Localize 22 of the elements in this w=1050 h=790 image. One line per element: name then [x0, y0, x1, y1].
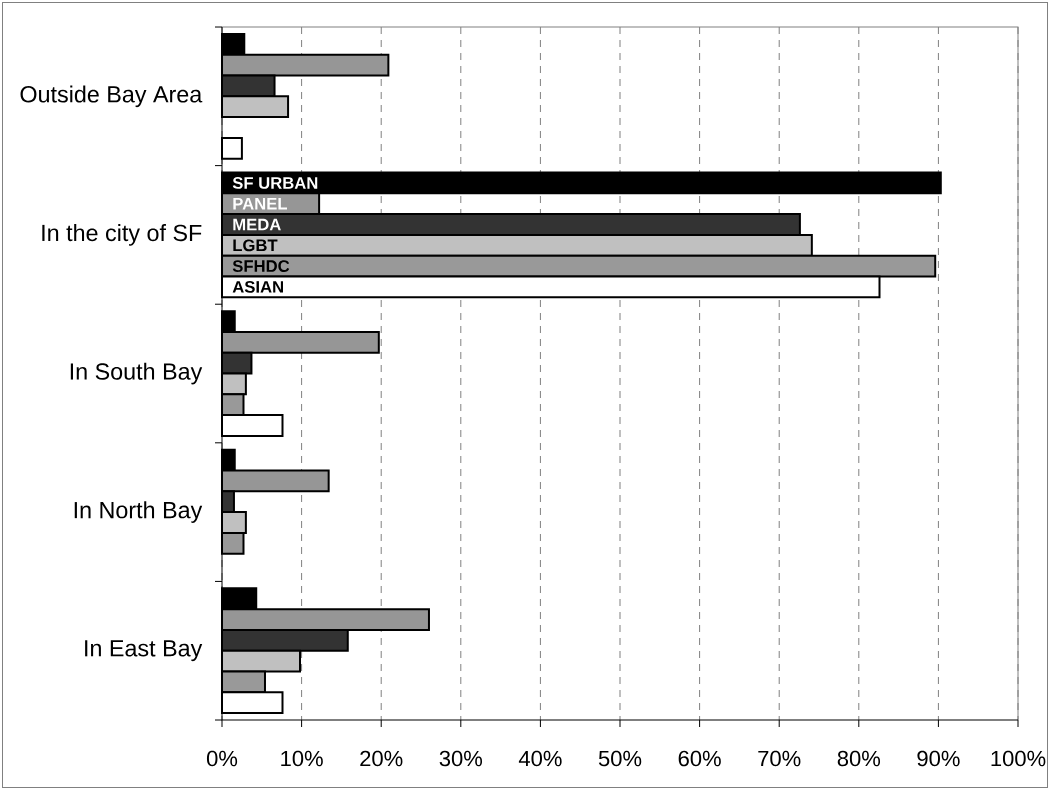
- y-tick-label: In the city of SF: [42, 224, 202, 246]
- series-label: PANEL: [233, 198, 287, 210]
- y-tick-label: In East Bay: [85, 640, 203, 662]
- series-label: SF URBAN: [232, 177, 318, 189]
- series-label: LGBT: [233, 239, 278, 252]
- x-tick-label: 50%: [598, 750, 642, 767]
- series-label: SFHDC: [232, 260, 290, 272]
- x-tick-label: 60%: [678, 750, 721, 767]
- x-tick-label: 20%: [360, 750, 403, 767]
- x-tick-label: 40%: [518, 750, 562, 767]
- series-label: ASIAN: [232, 281, 283, 293]
- x-tick-label: 0%: [206, 750, 238, 767]
- y-tick-label: In South Bay: [70, 362, 203, 385]
- x-tick-label: 30%: [439, 750, 483, 767]
- series-label: MEDA: [233, 218, 281, 231]
- x-tick-label: 100%: [991, 750, 1046, 767]
- y-tick-label: Outside Bay Area: [20, 85, 203, 108]
- x-tick-label: 80%: [837, 750, 881, 767]
- x-tick-label: 10%: [281, 750, 323, 767]
- x-tick-label: 70%: [758, 750, 801, 767]
- x-tick-label: 90%: [917, 750, 960, 767]
- y-tick-label: In North Bay: [74, 501, 203, 523]
